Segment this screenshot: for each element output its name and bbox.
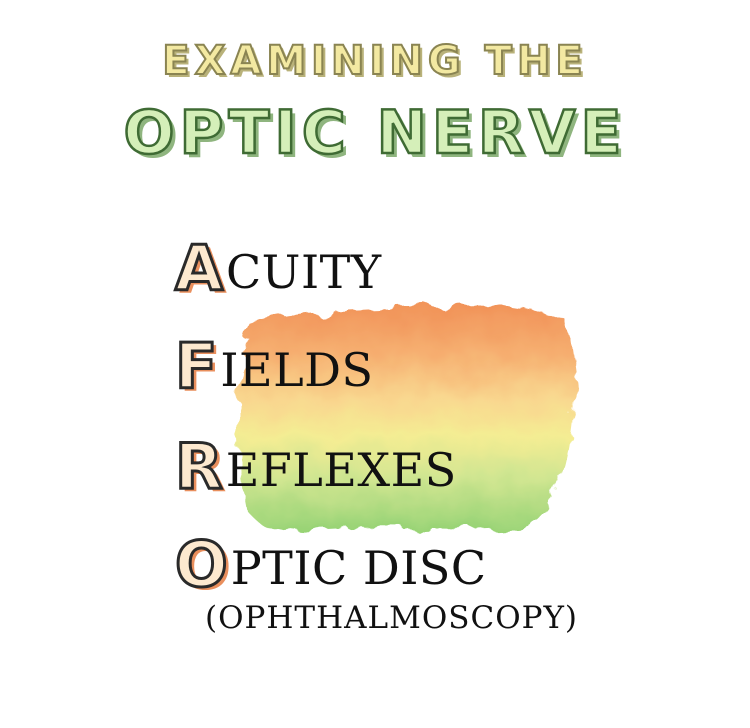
title-line-1: EXAMINING THE xyxy=(161,37,588,85)
mnemonic-letter: R xyxy=(174,430,225,503)
mnemonic-row-optic-disc: O PTIC DISC xyxy=(174,526,487,601)
mnemonic-row-acuity: A CUITY xyxy=(174,230,382,305)
mnemonic-letter: O xyxy=(174,528,230,601)
mnemonic-row-fields: F IELDS xyxy=(173,328,374,403)
mnemonic-word: CUITY xyxy=(225,245,382,299)
title-line-2: OPTIC NERVE xyxy=(122,97,627,170)
ophthalmoscopy-subtitle: (OPHTHALMOSCOPY) xyxy=(205,600,579,636)
mnemonic-word: PTIC DISC xyxy=(230,541,487,595)
mnemonic-row-reflexes: R EFLEXES xyxy=(174,428,457,503)
mnemonic-word: IELDS xyxy=(220,343,374,397)
mnemonic-letter: F xyxy=(173,330,218,403)
mnemonic-letter: A xyxy=(174,232,225,305)
mnemonic-word: EFLEXES xyxy=(225,443,457,497)
